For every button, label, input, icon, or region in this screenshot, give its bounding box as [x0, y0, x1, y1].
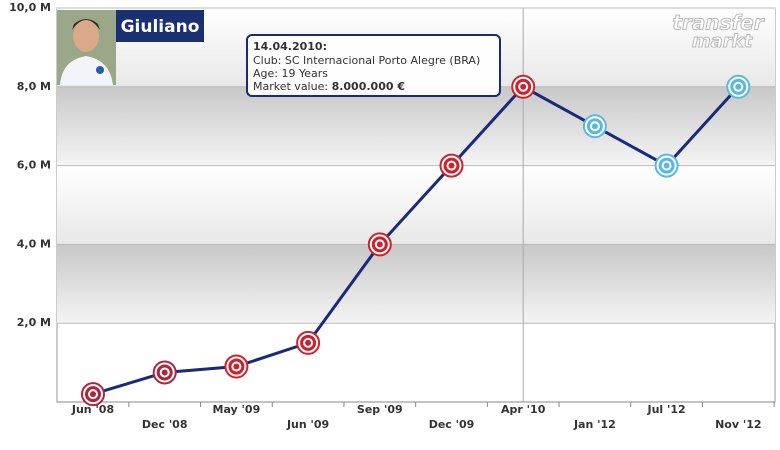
tooltip-date: 14.04.2010:	[253, 40, 327, 53]
club-marker	[296, 330, 321, 355]
marker-inner	[303, 337, 314, 348]
y-tick-label: 10,0 M	[9, 1, 51, 14]
x-tick-label: Jun '08	[71, 403, 114, 416]
y-tick-label: 6,0 M	[17, 159, 51, 172]
marker-core	[730, 78, 747, 95]
marker-core	[300, 334, 317, 351]
tooltip-value-label: Market value:	[253, 80, 328, 93]
logo-bottom: markt	[692, 31, 754, 52]
marker-inner	[733, 81, 744, 92]
tooltip-club: Club: SC Internacional Porto Alegre (BRA…	[253, 54, 480, 67]
tooltip-age: Age: 19 Years	[253, 67, 328, 80]
marker-inner	[231, 361, 242, 372]
marker-core	[85, 386, 101, 403]
line	[92, 84, 740, 396]
tooltip-value-number: 8.000.000 €	[332, 80, 405, 93]
y-tick-label: 8,0 M	[17, 80, 51, 93]
club-marker	[81, 382, 105, 407]
marker-core	[156, 364, 173, 381]
x-tick-label: Nov '12	[715, 418, 761, 431]
x-tick-label: Apr '10	[501, 403, 546, 416]
x-tick-label: Jun '09	[286, 418, 329, 431]
marker-inner	[661, 160, 672, 171]
marker-core	[586, 118, 603, 135]
logo-top: transfer	[672, 11, 764, 35]
club-marker	[654, 153, 679, 178]
marker-core	[443, 157, 460, 174]
player-photo	[57, 10, 116, 85]
marker-core	[515, 78, 532, 95]
x-tick-label: Dec '09	[429, 418, 475, 431]
club-marker	[224, 354, 249, 379]
marker-inner	[589, 121, 600, 132]
band	[57, 244, 775, 324]
band	[57, 86, 775, 166]
club-marker	[367, 232, 392, 257]
name-box	[116, 10, 204, 42]
y-tick-label: 2,0 M	[17, 316, 51, 329]
marker-inner	[374, 239, 385, 250]
tooltip-value: Market value: 8.000.000 €	[253, 80, 405, 93]
club-marker	[439, 153, 464, 178]
x-tick-label: Jul '12	[646, 403, 685, 416]
marker-inner	[446, 160, 457, 171]
marker-core	[658, 157, 675, 174]
x-tick-label: Dec '08	[142, 418, 188, 431]
club-marker	[726, 74, 751, 99]
x-tick-label: Jan '12	[573, 418, 616, 431]
x-tick-label: May '09	[213, 403, 261, 416]
club-marker	[582, 114, 607, 139]
marker-inner	[518, 81, 529, 92]
club-marker	[152, 360, 177, 385]
marker-inner	[159, 367, 170, 378]
club-marker	[511, 74, 536, 99]
player-name: Giuliano	[121, 17, 200, 37]
y-tick-label: 4,0 M	[17, 237, 51, 250]
x-tick-label: Sep '09	[357, 403, 403, 416]
marker-core	[371, 236, 388, 253]
tooltip: 14.04.2010: Club: SC Internacional Porto…	[246, 34, 501, 97]
marker-core	[228, 358, 245, 375]
marker-inner	[88, 389, 98, 400]
